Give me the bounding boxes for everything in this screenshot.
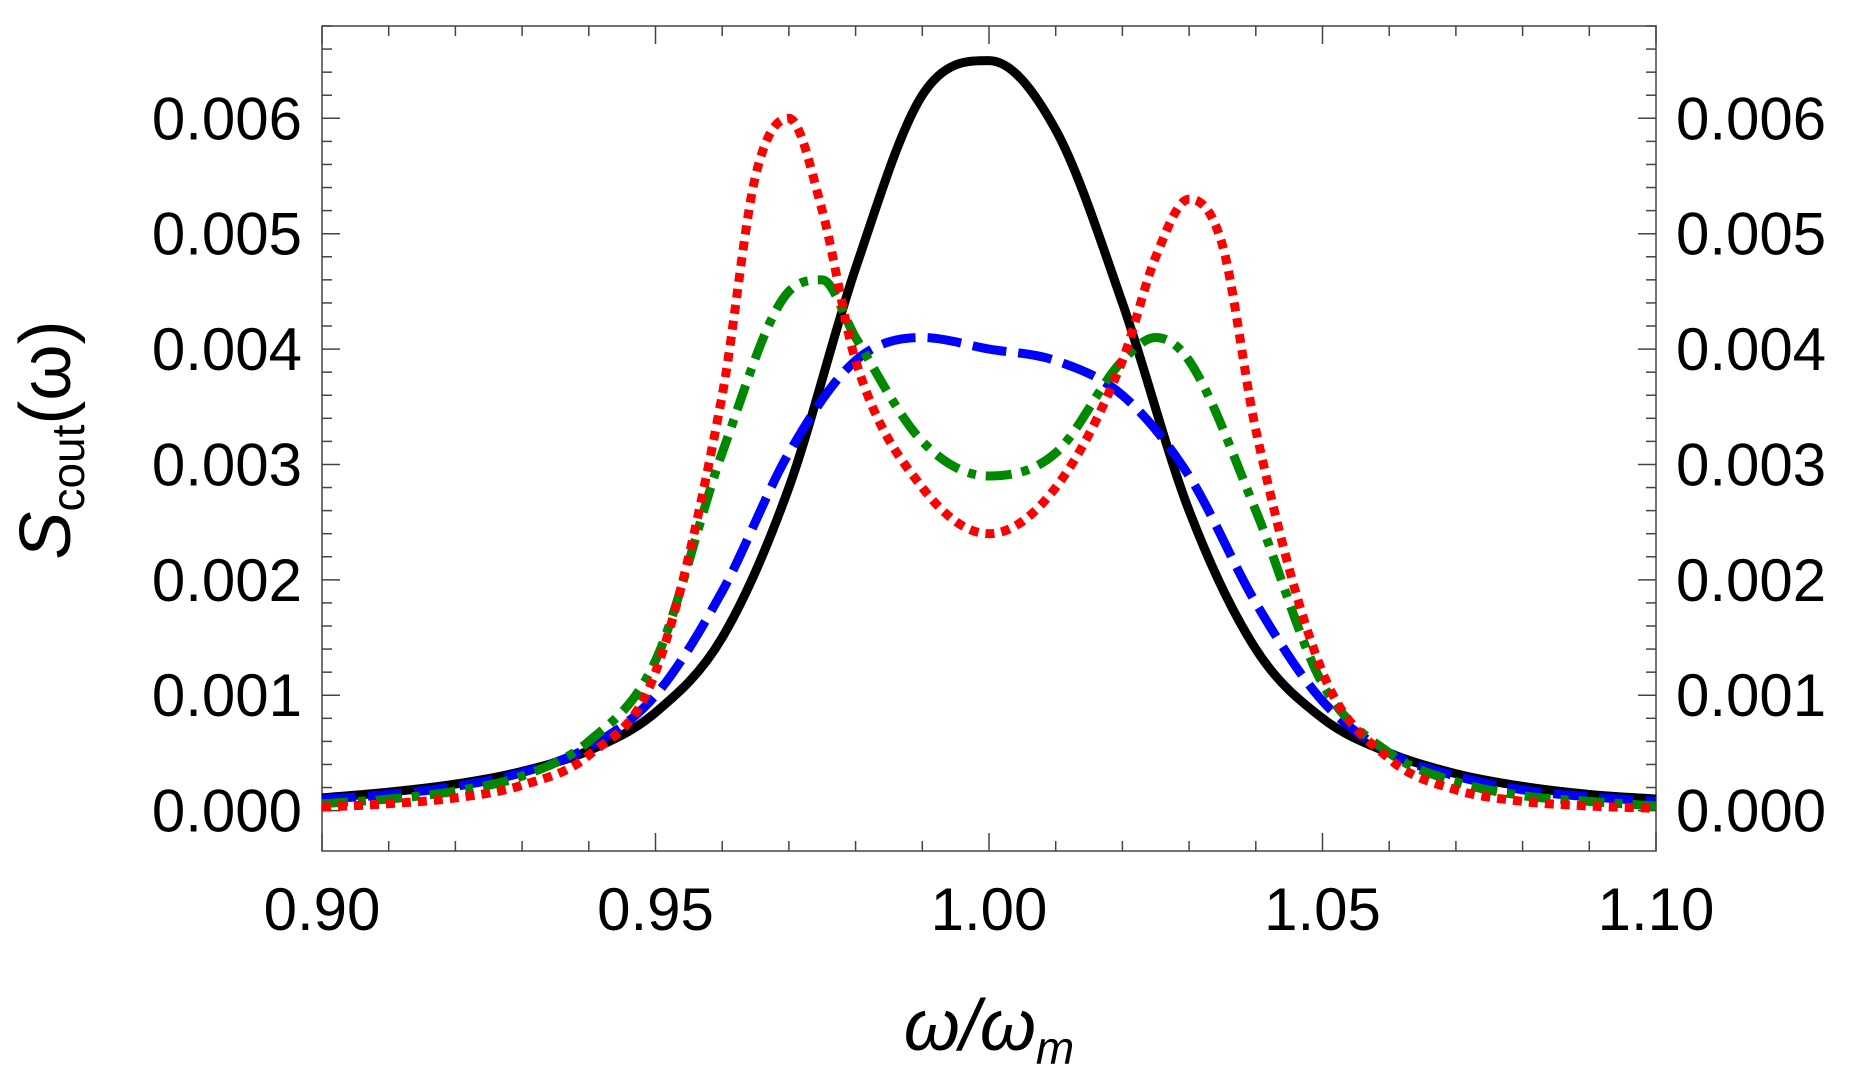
- tick-marks: [321, 25, 1657, 851]
- y-tick-label-right: 0.002: [1676, 547, 1826, 614]
- x-tick-label: 1.10: [1598, 876, 1715, 943]
- x-tick-label: 0.95: [597, 876, 714, 943]
- y-axis-title: Scout(ω): [6, 320, 94, 559]
- y-tick-label-left: 0.002: [152, 547, 302, 614]
- y-axis-title-tail: (ω): [6, 320, 86, 424]
- series-line-dashdot: [321, 275, 1657, 811]
- y-tick-label-left: 0.001: [152, 662, 302, 729]
- y-tick-label-left: 0.003: [152, 431, 302, 498]
- x-tick-label: 1.05: [1264, 876, 1381, 943]
- y-tick-label-right: 0.006: [1676, 85, 1826, 152]
- series-line-dashed: [321, 333, 1657, 806]
- tick-labels: 0.90 0.95 1.00 1.05 1.10 0.000 0.000 0.001 0.001…: [152, 85, 1826, 943]
- y-tick-label-left: 0.004: [152, 316, 302, 383]
- x-axis-title-main: ω/ω: [904, 986, 1036, 1066]
- x-axis-title: ω/ωm: [904, 986, 1074, 1069]
- plot-frame: [321, 25, 1657, 852]
- y-tick-label-left: 0.006: [152, 85, 302, 152]
- y-axis-title-sub: cout: [42, 424, 94, 511]
- x-axis-title-sub: m: [1036, 1022, 1074, 1069]
- y-tick-label-right: 0.003: [1676, 431, 1826, 498]
- y-tick-label-right: 0.004: [1676, 316, 1826, 383]
- series-line-dotted: [321, 113, 1657, 813]
- y-tick-label-right: 0.005: [1676, 201, 1826, 268]
- y-tick-label-right: 0.001: [1676, 662, 1826, 729]
- x-tick-label: 0.90: [264, 876, 381, 943]
- x-tick-label: 1.00: [931, 876, 1048, 943]
- y-tick-label-left: 0.000: [152, 778, 302, 845]
- y-tick-label-left: 0.005: [152, 201, 302, 268]
- y-tick-label-right: 0.000: [1676, 778, 1826, 845]
- series-line-solid: [321, 56, 1657, 804]
- y-axis-title-main: S: [6, 512, 86, 560]
- series-layer: [321, 56, 1657, 813]
